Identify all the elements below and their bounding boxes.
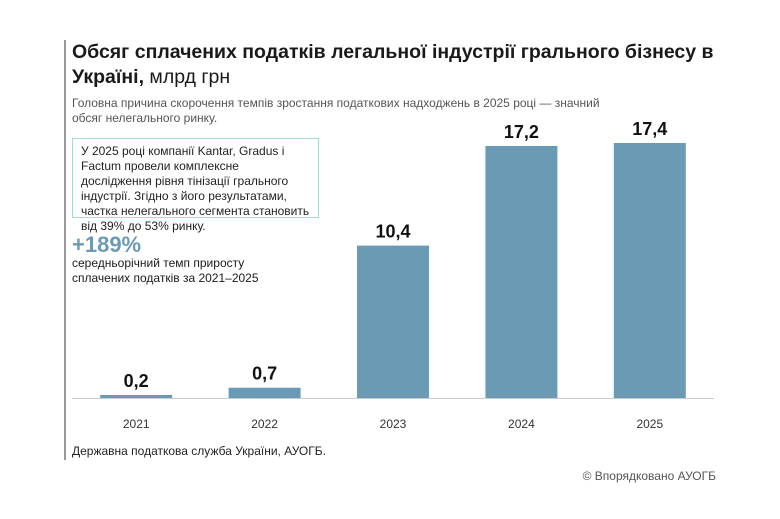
chart-title: Обсяг сплачених податків легальної індус…: [72, 40, 732, 90]
note-box: У 2025 році компанії Kantar, Gradus і Fa…: [72, 138, 319, 233]
accent-line: [64, 40, 66, 460]
highlight-description: середньорічний темп приросту сплачених п…: [72, 256, 259, 285]
title-unit: млрд грн: [144, 66, 231, 88]
data-label: 0,2: [124, 371, 149, 391]
data-label: 17,4: [632, 119, 667, 139]
x-tick-label: 2023: [380, 417, 407, 431]
data-label: 0,7: [252, 364, 277, 384]
bar-2025: [613, 143, 686, 398]
data-label: 10,4: [375, 222, 410, 242]
data-label: 17,2: [504, 122, 539, 142]
title-main: Обсяг сплачених податків легальної індус…: [72, 41, 714, 88]
x-tick-label: 2024: [508, 417, 535, 431]
x-tick-label: 2021: [123, 417, 150, 431]
subtitle: Головна причина скорочення темпів зроста…: [72, 96, 600, 125]
copyright: © Впорядковано АУОГБ: [582, 469, 716, 483]
source: Державна податкова служба України, АУОГБ…: [72, 444, 326, 458]
x-tick-label: 2025: [636, 417, 663, 431]
bar-2024: [485, 145, 558, 398]
bar-2021: [100, 395, 173, 398]
x-tick-label: 2022: [251, 417, 278, 431]
bar-2023: [357, 245, 429, 398]
bar-2022: [228, 387, 301, 398]
highlight-value: +189%: [72, 232, 142, 257]
